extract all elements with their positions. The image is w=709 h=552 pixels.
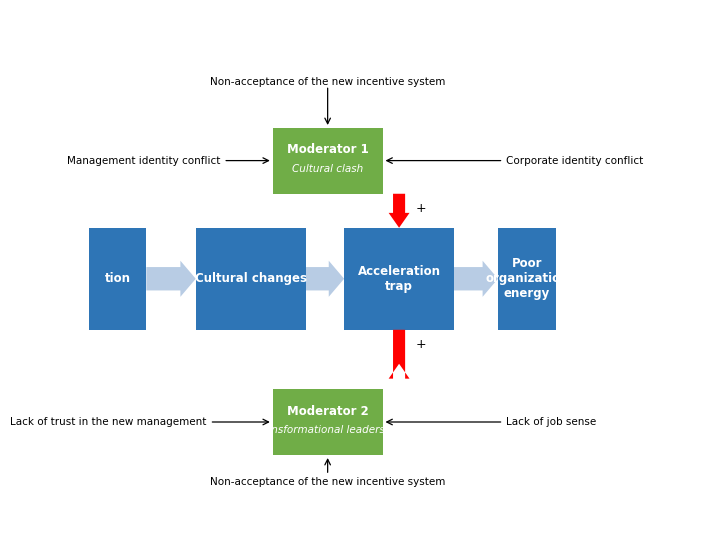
Polygon shape (146, 261, 196, 297)
FancyBboxPatch shape (273, 389, 383, 455)
Text: +: + (415, 202, 426, 215)
Polygon shape (306, 261, 344, 297)
Polygon shape (454, 261, 498, 297)
Text: Acceleration
trap: Acceleration trap (357, 265, 440, 293)
FancyBboxPatch shape (344, 228, 454, 330)
Text: Transformational leadership: Transformational leadership (255, 425, 401, 435)
Polygon shape (389, 330, 410, 379)
Text: Non-acceptance of the new incentive system: Non-acceptance of the new incentive syst… (210, 477, 445, 487)
Polygon shape (389, 194, 410, 228)
Text: Management identity conflict: Management identity conflict (67, 156, 220, 166)
Text: Poor
organization
energy: Poor organization energy (485, 257, 569, 300)
Text: Lack of job sense: Lack of job sense (506, 417, 596, 427)
Text: Moderator 2: Moderator 2 (286, 405, 369, 417)
Text: Non-acceptance of the new incentive system: Non-acceptance of the new incentive syst… (210, 77, 445, 87)
Text: Corporate identity conflict: Corporate identity conflict (506, 156, 644, 166)
FancyBboxPatch shape (196, 228, 306, 330)
Text: Cultural clash: Cultural clash (292, 164, 363, 174)
Text: tion: tion (104, 272, 130, 285)
Text: +: + (415, 338, 426, 351)
FancyBboxPatch shape (89, 228, 146, 330)
Text: Lack of trust in the new management: Lack of trust in the new management (11, 417, 207, 427)
FancyBboxPatch shape (273, 128, 383, 194)
Text: Cultural changes: Cultural changes (195, 272, 307, 285)
FancyBboxPatch shape (498, 228, 556, 330)
Text: Moderator 1: Moderator 1 (286, 143, 369, 156)
